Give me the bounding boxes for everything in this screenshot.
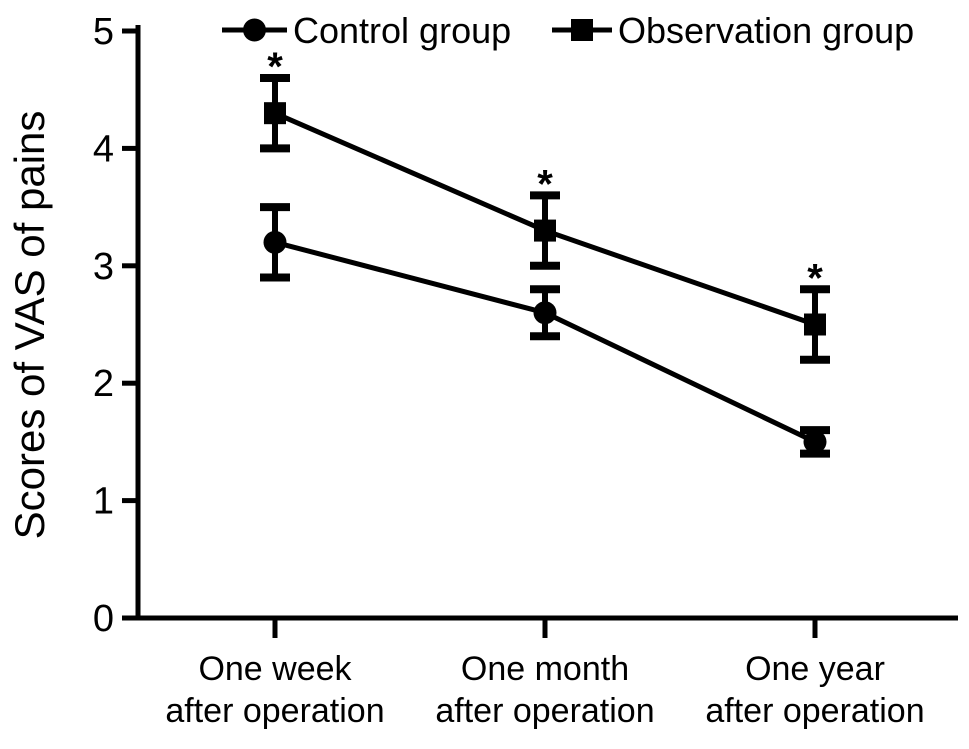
y-tick-label: 1 xyxy=(93,481,114,523)
data-point-circle-marker xyxy=(533,301,557,325)
x-tick-label: One week after operation xyxy=(165,650,384,730)
significance-asterisk: * xyxy=(537,162,553,206)
data-point-circle-marker xyxy=(803,430,827,454)
significance-asterisk: * xyxy=(267,45,283,89)
legend-label-observation-group: Observation group xyxy=(618,10,914,51)
significance-asterisk: * xyxy=(807,256,823,300)
data-point-square-marker xyxy=(264,102,286,125)
x-tick-label: One month after operation xyxy=(435,650,654,730)
legend-circle-marker-icon xyxy=(243,18,266,42)
y-tick-label: 3 xyxy=(93,246,114,288)
legend-square-marker-icon xyxy=(571,19,593,41)
legend-label-control-group: Control group xyxy=(293,10,511,51)
data-point-square-marker xyxy=(534,219,556,242)
y-tick-label: 2 xyxy=(93,363,114,405)
data-point-square-marker xyxy=(804,313,826,336)
y-tick-label: 0 xyxy=(93,598,114,640)
y-tick-label: 4 xyxy=(93,128,114,170)
y-axis-title: Scores of VAS of pains xyxy=(6,111,53,540)
y-tick-label: 5 xyxy=(93,11,114,53)
data-point-circle-marker xyxy=(263,230,287,254)
x-tick-label: One year after operation xyxy=(705,650,924,730)
